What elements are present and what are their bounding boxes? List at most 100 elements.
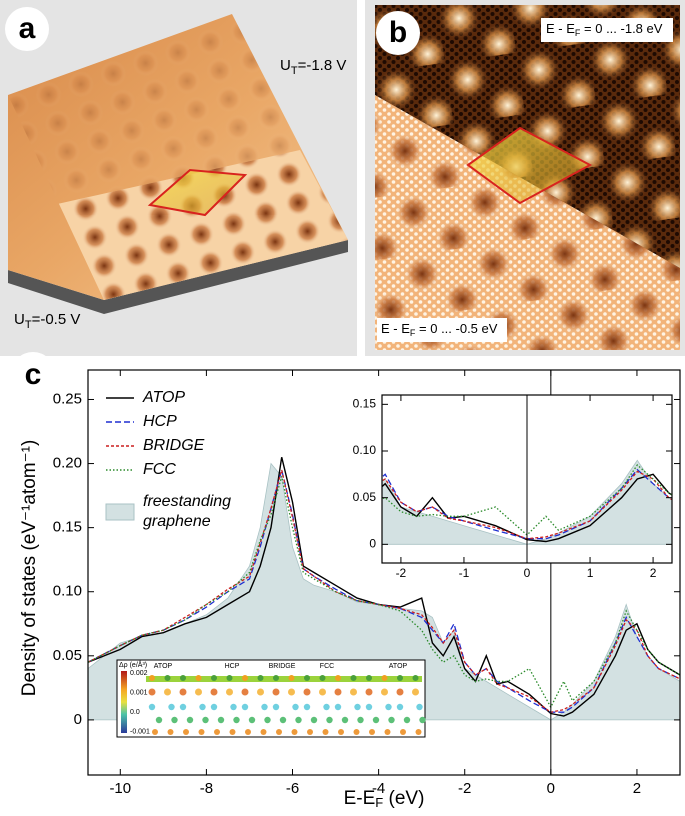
substrate-atom xyxy=(338,729,344,735)
colorbar xyxy=(121,671,127,733)
bias-main: U xyxy=(14,311,25,328)
charge-lobe xyxy=(366,675,372,681)
bias-sub: T xyxy=(291,65,298,77)
charge-lobe xyxy=(242,675,248,681)
y-axis-label: Density of states (eV⁻¹atom⁻¹) xyxy=(19,440,40,697)
unit-cell xyxy=(466,126,593,205)
substrate-atom xyxy=(199,703,206,711)
panel-b: b E - EF = 0 ... -1.8 eV E - EF = 0 ... … xyxy=(365,0,685,356)
substrate-atom xyxy=(326,716,333,724)
energy-main: E - E xyxy=(546,21,575,36)
charge-lobe xyxy=(335,675,341,681)
substrate-atom xyxy=(292,703,299,711)
substrate-atom xyxy=(295,716,302,724)
label-badge xyxy=(5,7,49,51)
substrate-atom xyxy=(155,716,163,724)
charge-lobe xyxy=(350,688,357,696)
charge-lobe xyxy=(365,688,373,696)
substrate-atom xyxy=(261,703,268,711)
substrate-atom xyxy=(403,716,411,724)
dos-line xyxy=(382,473,672,543)
charge-lobe xyxy=(226,688,233,696)
substrate-atom xyxy=(385,703,392,711)
substrate-atom xyxy=(416,703,423,711)
dos-line xyxy=(88,469,680,713)
substrate-atom xyxy=(353,729,360,735)
substrate-atom xyxy=(167,729,174,735)
y-tick-label: 0.05 xyxy=(53,647,82,664)
substrate-atom xyxy=(279,716,287,724)
energy-main: E - E xyxy=(381,321,410,336)
substrate-atom xyxy=(245,729,251,735)
charge-lobe xyxy=(195,688,202,696)
y-tick-label: 0.20 xyxy=(53,455,82,472)
charge-lobe xyxy=(180,675,186,681)
substrate-atom xyxy=(152,729,158,735)
site-label: FCC xyxy=(320,663,334,670)
x-tick-label: -8 xyxy=(200,780,213,797)
label-box xyxy=(541,18,673,42)
legend-label: freestanding graphene xyxy=(143,493,231,530)
substrate-atom xyxy=(214,729,220,735)
site-label: ATOP xyxy=(389,663,408,670)
colorbar-label: -0.001 xyxy=(130,728,150,735)
panel-label: b xyxy=(389,16,407,49)
substrate-atom xyxy=(388,716,395,724)
y-tick-label: 0 xyxy=(369,537,376,551)
bias-sub: T xyxy=(25,319,32,331)
charge-lobe xyxy=(319,675,326,681)
site-label: ATOP xyxy=(154,663,173,670)
substrate-atom xyxy=(372,716,380,724)
charge-lobe xyxy=(397,675,403,681)
energy-sub: F xyxy=(410,328,416,338)
charge-lobe xyxy=(412,675,419,681)
plot-area: -10 -8 -6 -4 -2 0 200.050.100.150.200.25 xyxy=(53,369,681,797)
charge-lobe xyxy=(164,675,171,681)
substrate-atom xyxy=(179,703,187,711)
panel-label: c xyxy=(25,358,42,391)
substrate-atom xyxy=(419,716,426,724)
charge-lobe xyxy=(273,675,279,681)
plot-area: -2 -1 0 1 2 0 0.05 0.10 0.15 xyxy=(353,394,673,580)
substrate-atom xyxy=(260,729,267,735)
legend-label-line: graphene xyxy=(143,513,211,530)
substrate-atom xyxy=(396,703,404,711)
dos-line xyxy=(88,457,680,717)
x-tick-label: -2 xyxy=(458,780,471,797)
charge-lobe xyxy=(210,688,218,696)
substrate-atom xyxy=(241,703,249,711)
legend-label: BRIDGE xyxy=(143,437,205,454)
substrate-atom xyxy=(307,729,313,735)
energy-value: = 0 ... -1.8 eV xyxy=(580,21,662,36)
inset-frame xyxy=(116,659,426,738)
x-tick-label: -1 xyxy=(459,566,470,580)
substrate-atom xyxy=(415,729,422,735)
charge-lobe xyxy=(350,675,357,681)
colorbar-label: 0.0 xyxy=(130,709,140,716)
x-label-unit: (eV) xyxy=(383,788,424,809)
dos-line xyxy=(88,476,680,709)
x-tick-label: -6 xyxy=(286,780,299,797)
x-tick-label: 0 xyxy=(547,780,555,797)
x-tick-label: 0 xyxy=(524,566,531,580)
substrate-atom xyxy=(171,716,178,724)
legend-label: HCP xyxy=(143,413,177,430)
site-label: BRIDGE xyxy=(269,663,296,670)
charge-lobe xyxy=(303,688,311,696)
substrate-atom xyxy=(168,703,175,711)
charge-lobe xyxy=(148,688,156,696)
label-box xyxy=(377,318,507,342)
colorbar-label: 0.001 xyxy=(130,689,148,696)
substrate-atom xyxy=(303,703,311,711)
x-axis-label: E-EF (eV) xyxy=(344,788,425,810)
charge-lobe xyxy=(179,688,187,696)
substrate-atom xyxy=(183,729,189,735)
label-badge xyxy=(376,11,420,55)
colorbar-unit: Δρ (e/Å³) xyxy=(119,660,147,669)
substrate-atom xyxy=(341,716,349,724)
x-label-main: E-E xyxy=(344,788,376,809)
substrate-atom xyxy=(322,729,329,735)
substrate-atom xyxy=(148,703,156,711)
charge-lobe xyxy=(288,688,295,696)
